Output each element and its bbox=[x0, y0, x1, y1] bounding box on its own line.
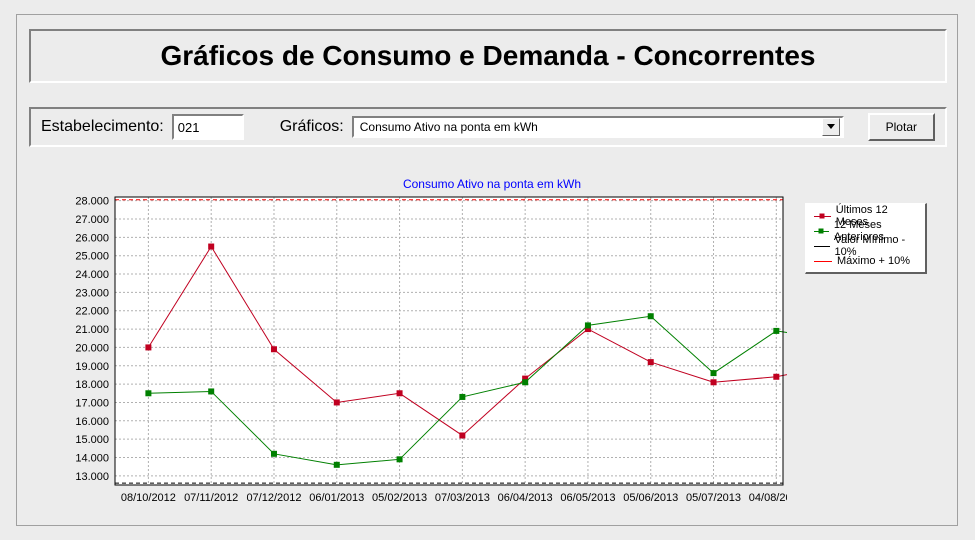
svg-text:04/08/2013: 04/08/2013 bbox=[749, 492, 787, 504]
graficos-dropdown-value: Consumo Ativo na ponta em kWh bbox=[360, 120, 538, 134]
svg-text:07/11/2012: 07/11/2012 bbox=[184, 492, 238, 504]
chart-area: Consumo Ativo na ponta em kWh 13.000 14.0… bbox=[57, 175, 927, 515]
svg-text:25.000: 25.000 bbox=[75, 251, 109, 263]
graficos-dropdown[interactable]: Consumo Ativo na ponta em kWh bbox=[352, 116, 844, 138]
svg-text:24.000: 24.000 bbox=[75, 269, 109, 281]
chart-plot: 13.000 14.000 15.000 16.000 17.000 18.000 19.0… bbox=[57, 193, 787, 515]
svg-text:05/02/2013: 05/02/2013 bbox=[372, 492, 427, 504]
svg-text:07/03/2013: 07/03/2013 bbox=[435, 492, 490, 504]
controls-row: Estabelecimento: Gráficos: Consumo Ativo… bbox=[29, 107, 947, 147]
title-bar: Gráficos de Consumo e Demanda - Concorre… bbox=[29, 29, 947, 83]
svg-text:06/04/2013: 06/04/2013 bbox=[498, 492, 553, 504]
svg-text:17.000: 17.000 bbox=[75, 397, 109, 409]
svg-text:18.000: 18.000 bbox=[75, 379, 109, 391]
svg-text:05/06/2013: 05/06/2013 bbox=[623, 492, 678, 504]
chart-legend: Últimos 12 Meses12 Meses AnterioresValor… bbox=[805, 203, 927, 274]
legend-item: Valor Mínimo - 10% bbox=[814, 238, 917, 253]
estabelecimento-label: Estabelecimento: bbox=[41, 118, 164, 136]
plotar-button[interactable]: Plotar bbox=[868, 113, 935, 141]
estabelecimento-input[interactable] bbox=[174, 116, 242, 138]
svg-text:26.000: 26.000 bbox=[75, 232, 109, 244]
svg-text:06/01/2013: 06/01/2013 bbox=[309, 492, 364, 504]
svg-text:15.000: 15.000 bbox=[75, 434, 109, 446]
svg-text:21.000: 21.000 bbox=[75, 324, 109, 336]
legend-item: Máximo + 10% bbox=[814, 253, 917, 268]
svg-text:16.000: 16.000 bbox=[75, 416, 109, 428]
svg-text:07/12/2012: 07/12/2012 bbox=[246, 492, 301, 504]
svg-text:08/10/2012: 08/10/2012 bbox=[121, 492, 176, 504]
chevron-down-icon bbox=[822, 118, 840, 136]
svg-text:27.000: 27.000 bbox=[75, 214, 109, 226]
estabelecimento-input-wrap bbox=[172, 114, 244, 140]
graficos-label: Gráficos: bbox=[280, 118, 344, 136]
svg-text:06/05/2013: 06/05/2013 bbox=[560, 492, 615, 504]
page-title: Gráficos de Consumo e Demanda - Concorre… bbox=[160, 40, 815, 72]
svg-text:23.000: 23.000 bbox=[75, 287, 109, 299]
chart-title: Consumo Ativo na ponta em kWh bbox=[403, 177, 581, 191]
svg-text:28.000: 28.000 bbox=[75, 196, 109, 208]
svg-text:13.000: 13.000 bbox=[75, 471, 109, 483]
svg-text:22.000: 22.000 bbox=[75, 306, 109, 318]
svg-text:05/07/2013: 05/07/2013 bbox=[686, 492, 741, 504]
svg-text:19.000: 19.000 bbox=[75, 361, 109, 373]
legend-label: Máximo + 10% bbox=[837, 255, 910, 267]
main-panel: Gráficos de Consumo e Demanda - Concorre… bbox=[16, 14, 958, 526]
svg-text:20.000: 20.000 bbox=[75, 342, 109, 354]
svg-text:14.000: 14.000 bbox=[75, 452, 109, 464]
